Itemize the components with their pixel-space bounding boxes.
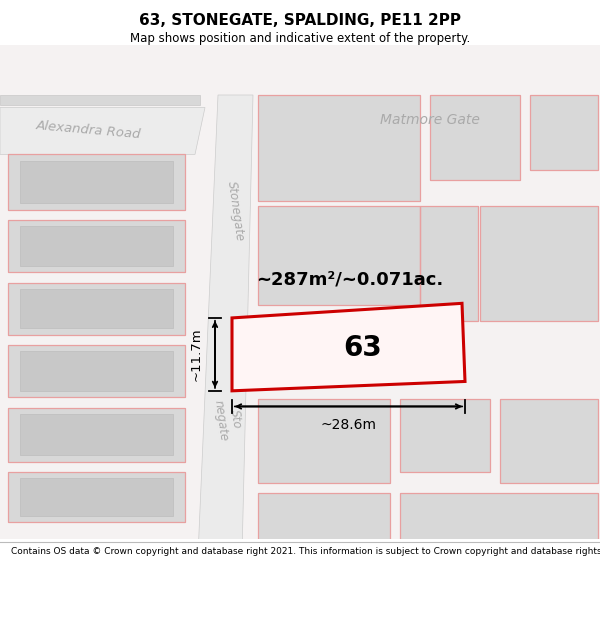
- Polygon shape: [20, 351, 173, 391]
- Text: 63: 63: [343, 334, 382, 362]
- Polygon shape: [500, 399, 598, 482]
- Polygon shape: [400, 399, 490, 472]
- Polygon shape: [530, 95, 598, 170]
- Polygon shape: [8, 220, 185, 272]
- Polygon shape: [480, 206, 598, 321]
- Polygon shape: [258, 399, 390, 482]
- Polygon shape: [0, 107, 205, 154]
- Text: Map shows position and indicative extent of the property.: Map shows position and indicative extent…: [130, 32, 470, 46]
- Text: ~11.7m: ~11.7m: [190, 328, 203, 381]
- Polygon shape: [258, 95, 420, 201]
- Polygon shape: [8, 408, 185, 462]
- Polygon shape: [430, 95, 520, 181]
- Polygon shape: [20, 478, 173, 516]
- Polygon shape: [0, 45, 600, 539]
- Text: Stonegate: Stonegate: [226, 181, 247, 243]
- Polygon shape: [232, 303, 465, 391]
- Polygon shape: [8, 472, 185, 522]
- Polygon shape: [8, 345, 185, 397]
- Polygon shape: [400, 493, 598, 553]
- Polygon shape: [198, 95, 253, 556]
- Polygon shape: [20, 414, 173, 456]
- Text: Contains OS data © Crown copyright and database right 2021. This information is : Contains OS data © Crown copyright and d…: [11, 548, 600, 556]
- Polygon shape: [8, 154, 185, 209]
- Polygon shape: [20, 161, 173, 203]
- Text: Sto
negate: Sto negate: [211, 398, 245, 442]
- Polygon shape: [258, 493, 390, 553]
- Polygon shape: [8, 282, 185, 334]
- Text: Alexandra Road: Alexandra Road: [35, 119, 141, 141]
- Polygon shape: [258, 206, 420, 306]
- Polygon shape: [420, 206, 478, 321]
- Polygon shape: [0, 95, 200, 106]
- Text: ~287m²/~0.071ac.: ~287m²/~0.071ac.: [256, 271, 443, 288]
- Text: ~28.6m: ~28.6m: [320, 418, 377, 432]
- Polygon shape: [20, 289, 173, 328]
- Text: Matmore Gate: Matmore Gate: [380, 113, 480, 127]
- Text: 63, STONEGATE, SPALDING, PE11 2PP: 63, STONEGATE, SPALDING, PE11 2PP: [139, 12, 461, 28]
- Polygon shape: [20, 226, 173, 266]
